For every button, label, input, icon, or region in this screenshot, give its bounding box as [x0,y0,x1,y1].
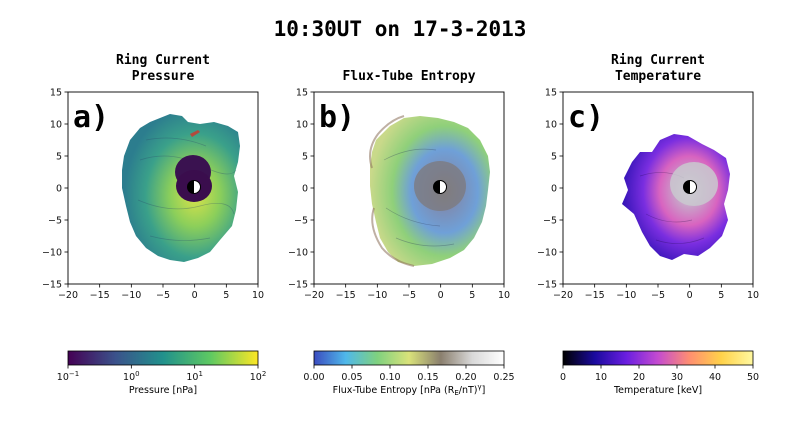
x-tick-label: 0 [687,290,693,301]
x-tick-label: 10 [747,290,759,301]
x-tick-label: −20 [58,290,78,301]
pressure-colorbar: 10−1 100 101 102 Pressure [nPa] [57,350,266,396]
panel-b-label: b) [319,100,355,135]
y-tick-label: 0 [551,184,557,195]
y-tick-label: −15 [537,280,557,291]
y-tick-label: −5 [48,216,62,227]
colorbar-tick-label: 100 [123,370,140,383]
earth-icon-a [187,180,201,194]
x-tick-label: −10 [616,290,636,301]
y-tick-label: −5 [294,216,308,227]
earth-icon-c [683,180,697,194]
pressure-colorbar-ticks: 10−1 100 101 102 [57,365,266,383]
panel-a-title-line-2: Pressure [132,69,195,84]
figure-title: 10:30UT on 17-3-2013 [274,17,527,41]
y-tick-label: 15 [50,88,62,99]
y-tick-label: 0 [302,184,308,195]
y-tick-label: 10 [50,120,62,131]
pressure-colorbar-bar [67,350,259,366]
x-tick-label: −5 [402,290,416,301]
temperature-colorbar-label: Temperature [keV] [613,385,702,396]
x-tick-label: −10 [367,290,387,301]
x-tick-label: −5 [651,290,665,301]
panel-b-title: Flux-Tube Entropy [342,69,475,84]
colorbar-tick-label: 0.05 [341,372,362,383]
colorbar-tick-label: 0 [560,372,566,383]
entropy-colorbar-bar [313,350,505,366]
y-tick-label: −10 [288,248,308,259]
colorbar-tick-label: 0.25 [493,372,514,383]
panel-c-title-line-2: Temperature [615,69,701,84]
entropy-colorbar: 0.00 0.05 0.10 0.15 0.20 0.25 Flux-Tube Entro… [303,350,515,397]
y-tick-label: −10 [537,248,557,259]
pressure-colorbar-label: Pressure [nPa] [129,385,197,396]
colorbar-tick-label: 30 [671,372,683,383]
temperature-colorbar: 0 10 20 30 40 50 Temperature [keV] [560,350,759,396]
colorbar-tick-label: 50 [747,372,759,383]
panel-entropy: Flux-Tube Entropy b) −20 −15 −10 −5 0 5 101510… [288,69,515,397]
temperature-colorbar-bar [562,350,754,366]
y-tick-label: −10 [42,248,62,259]
x-tick-label: −10 [121,290,141,301]
y-tick-label: 5 [551,152,557,163]
colorbar-tick-label: 0.10 [379,372,400,383]
temperature-colorbar-ticks: 0 10 20 30 40 50 [560,365,759,383]
x-tick-label: 5 [469,290,475,301]
panel-pressure: Ring Current Pressure a) −20 −15 −10 −5 0 5 10… [42,53,266,396]
y-tick-label: 0 [56,184,62,195]
x-tick-label: 5 [223,290,229,301]
x-tick-label: 5 [718,290,724,301]
y-tick-label: 15 [296,88,308,99]
x-tick-label: 10 [252,290,264,301]
panel-temperature: Ring Current Temperature c) −20 −15 −10 −5 0… [537,53,759,396]
colorbar-tick-label: 20 [633,372,645,383]
colorbar-tick-label: 40 [709,372,721,383]
colorbar-tick-label: 10 [595,372,607,383]
y-tick-label: 15 [545,88,557,99]
pressure-feature [190,130,200,137]
y-tick-label: −5 [543,216,557,227]
y-tick-label: 10 [296,120,308,131]
panel-a-label: a) [73,100,109,135]
x-tick-label: −15 [585,290,605,301]
x-tick-label: −20 [304,290,324,301]
x-tick-label: 0 [438,290,444,301]
y-tick-label: −15 [42,280,62,291]
entropy-colorbar-ticks: 0.00 0.05 0.10 0.15 0.20 0.25 [303,365,515,383]
x-tick-label: 10 [498,290,510,301]
panel-a-title-line-1: Ring Current [116,53,210,68]
x-tick-label: −5 [156,290,170,301]
entropy-contours [383,148,455,247]
panel-c-title-line-1: Ring Current [611,53,705,68]
entropy-colorbar-label: Flux-Tube Entropy [nPa (RE/nT)γ] [333,383,486,397]
colorbar-tick-label: 10−1 [57,370,79,383]
panel-c-label: c) [568,100,604,135]
x-tick-label: −15 [90,290,110,301]
y-tick-label: 5 [56,152,62,163]
y-tick-label: 10 [545,120,557,131]
colorbar-tick-label: 0.20 [455,372,476,383]
x-tick-label: −20 [553,290,573,301]
earth-icon-b [433,180,447,194]
x-tick-label: 0 [192,290,198,301]
x-tick-label: −15 [336,290,356,301]
colorbar-tick-label: 102 [250,370,267,383]
y-tick-label: −15 [288,280,308,291]
entropy-edge-fringe [369,115,415,267]
y-tick-label: 5 [302,152,308,163]
colorbar-tick-label: 101 [186,370,203,383]
colorbar-tick-label: 0.00 [303,372,324,383]
colorbar-tick-label: 0.15 [417,372,438,383]
